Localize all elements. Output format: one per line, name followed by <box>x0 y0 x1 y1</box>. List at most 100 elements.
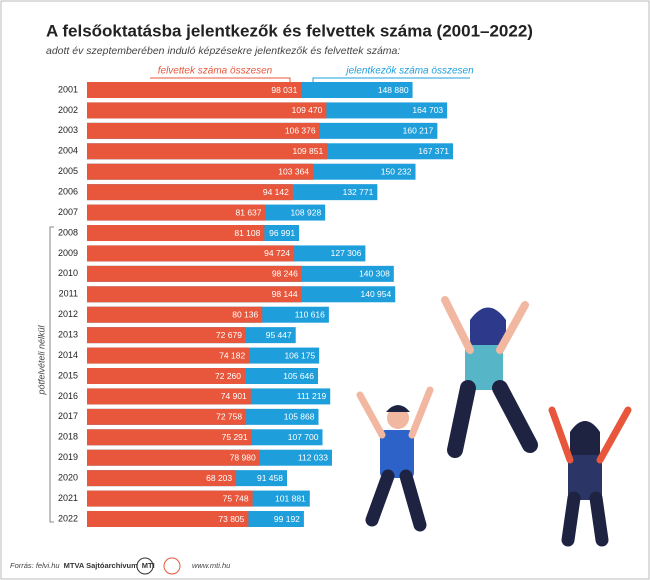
data-label: 132 771 <box>343 187 374 197</box>
data-label: 74 901 <box>221 391 247 401</box>
y-tick-label: 2008 <box>58 227 78 237</box>
bar <box>87 347 250 364</box>
data-label: 94 142 <box>263 187 289 197</box>
data-label: 99 192 <box>274 514 300 524</box>
bar <box>87 102 327 119</box>
data-label: 94 724 <box>264 248 290 258</box>
data-label: 164 703 <box>412 105 443 115</box>
data-label: 81 108 <box>234 228 260 238</box>
data-label: 68 203 <box>206 473 232 483</box>
y-tick-label: 2010 <box>58 268 78 278</box>
bar <box>87 225 265 241</box>
data-label: 96 991 <box>269 228 295 238</box>
data-label: 80 136 <box>232 309 258 319</box>
data-label: 140 308 <box>359 269 390 279</box>
data-label: 105 868 <box>284 412 315 422</box>
data-label: 98 144 <box>272 289 298 299</box>
bar <box>87 122 320 139</box>
credit: MTVA Sajtóarchívum <box>64 561 139 570</box>
bracket <box>49 226 54 523</box>
y-tick-label: 2020 <box>58 473 78 483</box>
data-label: 74 182 <box>219 350 245 360</box>
data-label: 73 805 <box>218 514 244 524</box>
bar <box>87 429 252 446</box>
data-label: 140 954 <box>360 289 391 299</box>
y-tick-label: 2022 <box>58 513 78 523</box>
y-tick-label: 2016 <box>58 391 78 401</box>
data-label: 98 031 <box>271 85 297 95</box>
data-label: 109 851 <box>292 146 323 156</box>
data-label: 112 033 <box>298 452 328 462</box>
chart-title: A felsőoktatásba jelentkezők és felvette… <box>46 21 533 40</box>
data-label: 72 260 <box>215 371 241 381</box>
data-label: 148 880 <box>378 85 409 95</box>
y-tick-label: 2005 <box>58 166 78 176</box>
data-label: 98 246 <box>272 269 298 279</box>
data-label: 91 458 <box>257 473 283 483</box>
y-tick-label: 2014 <box>58 350 78 360</box>
bar <box>87 511 249 527</box>
data-label: 108 928 <box>290 207 321 217</box>
bar <box>87 306 263 323</box>
y-tick-label: 2001 <box>58 84 78 94</box>
bar <box>87 163 314 180</box>
data-label: 95 447 <box>266 330 292 340</box>
data-label: 75 291 <box>222 432 248 442</box>
bar <box>87 368 246 384</box>
source: Forrás: felvi.hu <box>10 561 60 570</box>
bar <box>87 286 302 303</box>
y-tick-label: 2013 <box>58 330 78 340</box>
logo <box>136 557 154 575</box>
bar <box>87 449 260 466</box>
y-tick-label: 2017 <box>58 411 78 421</box>
data-label: 103 364 <box>278 166 309 176</box>
bar <box>87 327 246 344</box>
bar <box>87 143 328 160</box>
data-label: 106 376 <box>285 126 316 136</box>
data-label: 105 646 <box>283 371 314 381</box>
data-label: 167 371 <box>418 146 449 156</box>
y-tick-label: 2003 <box>58 125 78 135</box>
y-tick-label: 2007 <box>58 207 78 217</box>
credit: MTI <box>142 561 155 570</box>
chart-subtitle: adott év szeptemberében induló képzésekr… <box>46 45 400 57</box>
bar <box>87 490 253 507</box>
data-label: 111 219 <box>297 391 327 401</box>
bar <box>87 184 293 201</box>
bar <box>87 388 251 405</box>
data-label: 75 748 <box>223 493 249 503</box>
bracket-label: pótfelvételi nélkül <box>36 324 46 395</box>
y-tick-label: 2009 <box>58 248 78 258</box>
y-tick-label: 2018 <box>58 432 78 442</box>
logo <box>163 557 181 575</box>
y-tick-label: 2006 <box>58 187 78 197</box>
bar <box>87 408 247 425</box>
data-label: 107 700 <box>288 432 319 442</box>
y-tick-label: 2021 <box>58 493 78 503</box>
bar <box>87 245 295 262</box>
data-label: 160 217 <box>403 126 434 136</box>
data-label: 150 232 <box>381 166 412 176</box>
legend-label: jelentkezők száma összesen <box>344 66 474 77</box>
y-tick-label: 2002 <box>58 105 78 115</box>
data-label: 72 679 <box>216 330 242 340</box>
data-label: 109 470 <box>292 105 323 115</box>
bar <box>87 204 266 221</box>
y-tick-label: 2012 <box>58 309 78 319</box>
data-label: 110 616 <box>295 309 325 319</box>
data-label: 106 175 <box>284 350 315 360</box>
y-tick-label: 2011 <box>59 289 78 299</box>
y-tick-label: 2019 <box>58 452 78 462</box>
bar <box>87 470 237 487</box>
data-label: 127 306 <box>331 248 362 258</box>
data-label: 81 637 <box>236 207 262 217</box>
bar <box>87 82 302 98</box>
y-tick-label: 2015 <box>58 370 78 380</box>
legend-label: felvettek száma összesen <box>158 66 273 77</box>
illustration <box>356 296 632 547</box>
y-tick-label: 2004 <box>58 146 78 156</box>
data-label: 72 758 <box>216 412 242 422</box>
bar <box>87 265 302 282</box>
website: www.mti.hu <box>192 561 231 570</box>
